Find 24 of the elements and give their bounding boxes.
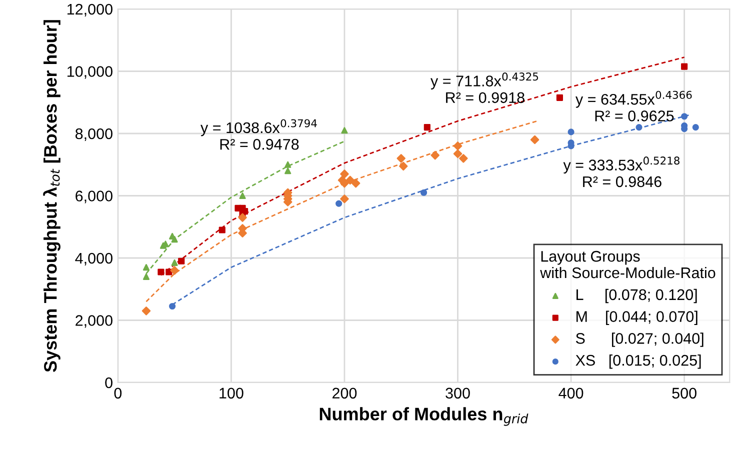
annotation: y = 1038.6x$^{0.3794}$ R² = 0.9478 bbox=[200, 119, 317, 150]
y-tick-label: 10,000 bbox=[68, 66, 112, 79]
y-tick-label: 2,000 bbox=[76, 315, 112, 328]
x-tick-label: 500 bbox=[672, 388, 696, 399]
annotation: y = 333.53x$^{0.5218}$ R² = 0.9846 bbox=[563, 156, 680, 188]
x-axis-title: Number of Modules n$_{grid}$ bbox=[320, 407, 528, 426]
y-tick-label: 6,000 bbox=[76, 190, 112, 204]
legend-label: XS [0.015; 0.025] bbox=[576, 354, 701, 369]
legend-label: L [0.078; 0.120] bbox=[576, 288, 697, 304]
x-tick-label: 200 bbox=[332, 388, 357, 399]
legend-title: Layout Groups with Source-Module-Ratio bbox=[540, 250, 716, 278]
y-tick-label: 4,000 bbox=[75, 252, 112, 266]
x-tick-label: 300 bbox=[446, 388, 470, 399]
legend-label: M [0.044; 0.070] bbox=[576, 310, 698, 325]
x-tick-label: 400 bbox=[558, 388, 584, 399]
y-tick-label: 8,000 bbox=[75, 128, 112, 141]
y-tick-label: 12,000 bbox=[68, 4, 112, 16]
y-tick-label: 0 bbox=[105, 377, 112, 388]
annotation: y = 711.8x$^{0.4325}$ R² = 0.9918 bbox=[430, 72, 538, 104]
x-tick-label: 100 bbox=[220, 388, 244, 399]
x-tick-label: 0 bbox=[114, 388, 122, 399]
annotation: y = 634.55x$^{0.4366}$ R² = 0.9625 bbox=[576, 90, 692, 122]
y-axis-title: System Throughput λ$_{tot}$ [Boxes per hour] bbox=[43, 20, 60, 372]
legend-label: S [0.027; 0.040] bbox=[576, 332, 704, 347]
